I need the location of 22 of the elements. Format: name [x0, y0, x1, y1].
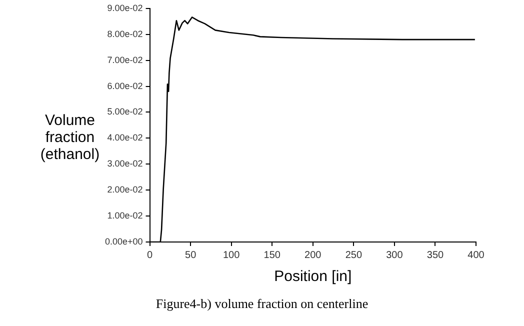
y-tick-label: 8.00e-02	[107, 28, 143, 39]
x-tick-label: 400	[468, 250, 485, 261]
y-tick-label: 4.00e-02	[107, 132, 143, 143]
y-tick-label: 0.00e+00	[104, 236, 143, 246]
x-tick-label: 250	[345, 250, 362, 261]
y-tick-label: 6.00e-02	[107, 80, 143, 91]
x-axis-title: Position [in]	[274, 268, 352, 286]
y-tick-label: 1.00e-02	[107, 210, 143, 221]
y-tick-label: 3.00e-02	[107, 158, 143, 169]
x-tick-label: 50	[185, 250, 197, 261]
x-tick-label: 150	[264, 250, 281, 261]
y-tick-label: 9.00e-02	[107, 2, 143, 13]
x-tick-label: 200	[304, 250, 322, 261]
y-tick-label: 5.00e-02	[107, 106, 143, 117]
x-tick-label: 100	[223, 250, 240, 261]
y-tick-label: 7.00e-02	[107, 54, 143, 65]
x-tick-label: 350	[426, 250, 444, 261]
y-axis-title: Volume fraction (ethanol)	[40, 112, 100, 163]
x-tick-label: 0	[147, 250, 154, 261]
caption: Figure4-b) volume fraction on centerline	[154, 296, 370, 312]
y-tick-label: 2.00e-02	[107, 184, 143, 195]
x-tick-label: 300	[386, 250, 404, 261]
